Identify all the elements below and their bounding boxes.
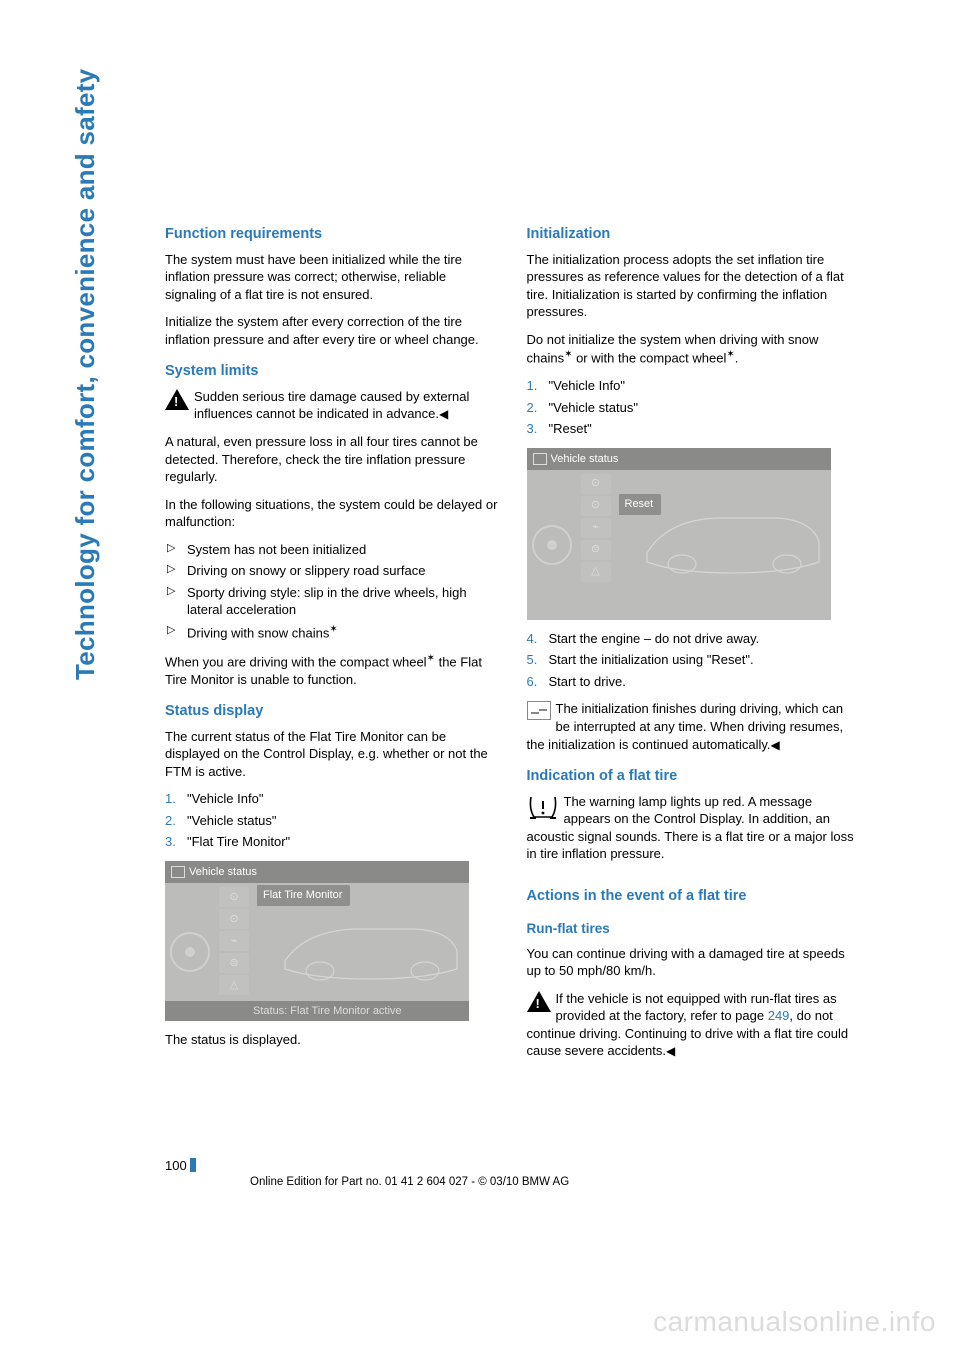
warning-block: If the vehicle is not equipped with run-… bbox=[527, 990, 861, 1060]
section-system-limits: System limits Sudden serious tire damage… bbox=[165, 362, 499, 688]
list-item: 1."Vehicle Info" bbox=[165, 790, 499, 808]
numbered-list: 1."Vehicle Info" 2."Vehicle status" 3."R… bbox=[527, 377, 861, 438]
section-actions-flat-tire: Actions in the event of a flat tire bbox=[527, 887, 861, 907]
warning-text: Sudden serious tire damage caused by ext… bbox=[194, 389, 469, 422]
list-item: Sporty driving style: slip in the drive … bbox=[165, 584, 499, 619]
heading: Function requirements bbox=[165, 225, 499, 245]
subheading: Run-flat tires bbox=[527, 920, 861, 938]
car-diagram: Reset bbox=[619, 470, 831, 620]
paragraph: When you are driving with the compact wh… bbox=[165, 652, 499, 688]
idrive-screenshot: Vehicle status ⊙ ⊙ ⌁ ⊜ △ bbox=[165, 861, 469, 1021]
paragraph: The warning lamp lights up red. A messag… bbox=[527, 793, 861, 863]
icon-paragraph: The warning lamp lights up red. A messag… bbox=[527, 793, 861, 873]
menu-icon: ⊜ bbox=[219, 953, 249, 973]
list-item: 1."Vehicle Info" bbox=[527, 377, 861, 395]
screenshot-menu: ⊙ ⊙ ⌁ ⊜ △ bbox=[577, 470, 619, 620]
menu-icon: ⊙ bbox=[219, 887, 249, 907]
screenshot-label: Reset bbox=[619, 494, 662, 515]
flat-tire-warning-icon bbox=[527, 793, 559, 821]
list-item: System has not been initialized bbox=[165, 541, 499, 559]
section-initialization: Initialization The initialization proces… bbox=[527, 225, 861, 753]
paragraph: Initialize the system after every correc… bbox=[165, 313, 499, 348]
idrive-controller-icon bbox=[527, 470, 577, 620]
side-section-label: Technology for comfort, convenience and … bbox=[70, 69, 101, 680]
paragraph: You can continue driving with a damaged … bbox=[527, 945, 861, 980]
page-reference-link[interactable]: 249 bbox=[768, 1008, 790, 1023]
page-number-bar-icon bbox=[190, 1158, 196, 1172]
menu-icon: △ bbox=[581, 562, 611, 582]
screenshot-status: Status: Flat Tire Monitor active bbox=[165, 1001, 469, 1021]
watermark: carmanualsonline.info bbox=[653, 1306, 936, 1338]
end-mark-icon: ◀ bbox=[771, 738, 780, 752]
menu-icon: ⊙ bbox=[219, 909, 249, 929]
menu-icon: ⊙ bbox=[581, 496, 611, 516]
idrive-screenshot: Vehicle status ⊙ ⊙ ⌁ ⊜ △ bbox=[527, 448, 831, 620]
paragraph: The status is displayed. bbox=[165, 1031, 499, 1049]
screenshot-label: Flat Tire Monitor bbox=[257, 885, 350, 906]
end-mark-icon: ◀ bbox=[666, 1044, 675, 1058]
paragraph: In the following situations, the system … bbox=[165, 496, 499, 531]
section-status-display: Status display The current status of the… bbox=[165, 702, 499, 1048]
list-item: 6.Start to drive. bbox=[527, 673, 861, 691]
page-content: Function requirements The system must ha… bbox=[165, 225, 860, 1074]
heading: Status display bbox=[165, 702, 499, 722]
bullet-list: System has not been initialized Driving … bbox=[165, 541, 499, 642]
footnote-star-icon: ✶ bbox=[329, 624, 337, 635]
menu-icon: △ bbox=[219, 975, 249, 995]
list-item: 3."Flat Tire Monitor" bbox=[165, 833, 499, 851]
footnote-star-icon: ✶ bbox=[427, 653, 435, 664]
end-mark-icon: ◀ bbox=[439, 407, 448, 421]
numbered-list: 4.Start the engine – do not drive away. … bbox=[527, 630, 861, 691]
heading: Initialization bbox=[527, 225, 861, 245]
page-number: 100 bbox=[165, 1158, 196, 1173]
section-function-requirements: Function requirements The system must ha… bbox=[165, 225, 499, 348]
hint-block: The initialization finishes during drivi… bbox=[527, 700, 861, 753]
right-column: Initialization The initialization proces… bbox=[527, 225, 861, 1074]
list-item: Driving on snowy or slippery road surfac… bbox=[165, 562, 499, 580]
warning-triangle-icon bbox=[527, 991, 551, 1012]
menu-icon: ⌁ bbox=[219, 931, 249, 951]
list-item: Driving with snow chains✶ bbox=[165, 623, 499, 642]
left-column: Function requirements The system must ha… bbox=[165, 225, 499, 1074]
paragraph: Do not initialize the system when drivin… bbox=[527, 331, 861, 367]
list-item: 2."Vehicle status" bbox=[527, 399, 861, 417]
warning-triangle-icon bbox=[165, 389, 189, 410]
screenshot-header: Vehicle status bbox=[165, 861, 469, 883]
list-item: 3."Reset" bbox=[527, 420, 861, 438]
heading: Indication of a flat tire bbox=[527, 767, 861, 787]
list-item: 5.Start the initialization using "Reset"… bbox=[527, 651, 861, 669]
section-run-flat-tires: Run-flat tires You can continue driving … bbox=[527, 920, 861, 1060]
list-item: 4.Start the engine – do not drive away. bbox=[527, 630, 861, 648]
heading: Actions in the event of a flat tire bbox=[527, 887, 861, 907]
hint-icon bbox=[527, 701, 551, 722]
menu-icon: ⌁ bbox=[581, 518, 611, 538]
section-indication-flat-tire: Indication of a flat tire The warning la… bbox=[527, 767, 861, 873]
heading: System limits bbox=[165, 362, 499, 382]
menu-icon: ⊙ bbox=[581, 474, 611, 494]
paragraph: The system must have been initialized wh… bbox=[165, 251, 499, 304]
warning-block: Sudden serious tire damage caused by ext… bbox=[165, 388, 499, 423]
screenshot-header: Vehicle status bbox=[527, 448, 831, 470]
paragraph: The current status of the Flat Tire Moni… bbox=[165, 728, 499, 781]
menu-icon: ⊜ bbox=[581, 540, 611, 560]
numbered-list: 1."Vehicle Info" 2."Vehicle status" 3."F… bbox=[165, 790, 499, 851]
footer-text: Online Edition for Part no. 01 41 2 604 … bbox=[250, 1176, 569, 1188]
paragraph: A natural, even pressure loss in all fou… bbox=[165, 433, 499, 486]
footnote-star-icon: ✶ bbox=[726, 349, 734, 360]
hint-text: The initialization finishes during drivi… bbox=[527, 701, 844, 751]
paragraph: The initialization process adopts the se… bbox=[527, 251, 861, 321]
list-item: 2."Vehicle status" bbox=[165, 812, 499, 830]
